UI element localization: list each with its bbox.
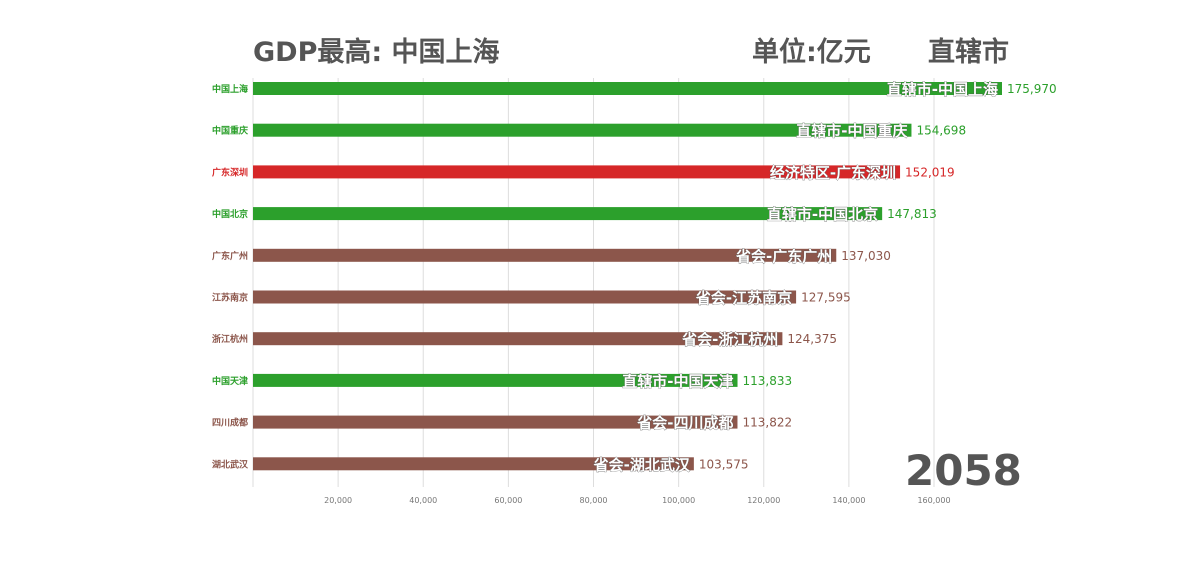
category-label: 中国上海 xyxy=(212,83,248,95)
x-tick-label: 80,000 xyxy=(580,496,608,505)
value-label: 113,833 xyxy=(743,374,793,388)
bar-label: 省会-江苏南京 xyxy=(695,289,792,307)
category-label: 广东深圳 xyxy=(212,166,248,178)
bar xyxy=(253,457,694,471)
bar-label: 经济特区-广东深圳 xyxy=(770,164,896,182)
bar xyxy=(253,165,901,179)
bar xyxy=(253,248,837,262)
bar-label: 直辖市-中国重庆 xyxy=(796,122,907,140)
value-label: 137,030 xyxy=(841,249,891,263)
bar xyxy=(253,332,783,346)
value-label: 103,575 xyxy=(699,457,749,471)
bar-label: 直辖市-中国上海 xyxy=(887,81,998,99)
chart-title: GDP最高: 中国上海 xyxy=(253,37,500,68)
x-tick-label: 20,000 xyxy=(324,496,352,505)
bar-label: 省会-广东广州 xyxy=(735,247,832,265)
category-label: 中国天津 xyxy=(212,375,248,387)
value-label: 147,813 xyxy=(887,207,937,221)
bar xyxy=(253,290,797,304)
x-tick-label: 120,000 xyxy=(747,496,780,505)
category-label: 四川成都 xyxy=(212,417,248,429)
category-label: 中国北京 xyxy=(212,208,248,220)
bar xyxy=(253,207,883,221)
x-tick-label: 140,000 xyxy=(832,496,865,505)
bar-label: 省会-浙江杭州 xyxy=(681,331,778,349)
category-label: 江苏南京 xyxy=(212,292,248,304)
value-label: 175,970 xyxy=(1007,82,1057,96)
x-tick-label: 60,000 xyxy=(494,496,522,505)
year-label: 2058 xyxy=(905,446,1022,495)
bar-label: 直辖市-中国北京 xyxy=(767,206,878,224)
value-label: 154,698 xyxy=(916,124,966,138)
bar xyxy=(253,415,738,429)
category-label: 直辖市 xyxy=(928,37,1009,68)
category-label: 浙江杭州 xyxy=(212,333,248,345)
value-label: 152,019 xyxy=(905,165,955,179)
bar-label: 直辖市-中国天津 xyxy=(622,372,733,390)
category-label: 中国重庆 xyxy=(212,125,248,137)
value-label: 124,375 xyxy=(787,332,837,346)
bar-label: 省会-四川成都 xyxy=(636,414,733,432)
bar xyxy=(253,123,912,137)
category-label: 湖北武汉 xyxy=(212,458,249,470)
bar xyxy=(253,373,738,387)
x-tick-label: 100,000 xyxy=(662,496,695,505)
value-label: 127,595 xyxy=(801,291,851,305)
category-label: 广东广州 xyxy=(212,250,248,262)
bar xyxy=(253,82,1002,95)
x-tick-label: 160,000 xyxy=(917,496,950,505)
value-label: 113,822 xyxy=(742,416,792,430)
unit-label: 单位:亿元 xyxy=(752,37,871,68)
bar-label: 省会-湖北武汉 xyxy=(593,456,691,474)
x-tick-label: 40,000 xyxy=(409,496,437,505)
